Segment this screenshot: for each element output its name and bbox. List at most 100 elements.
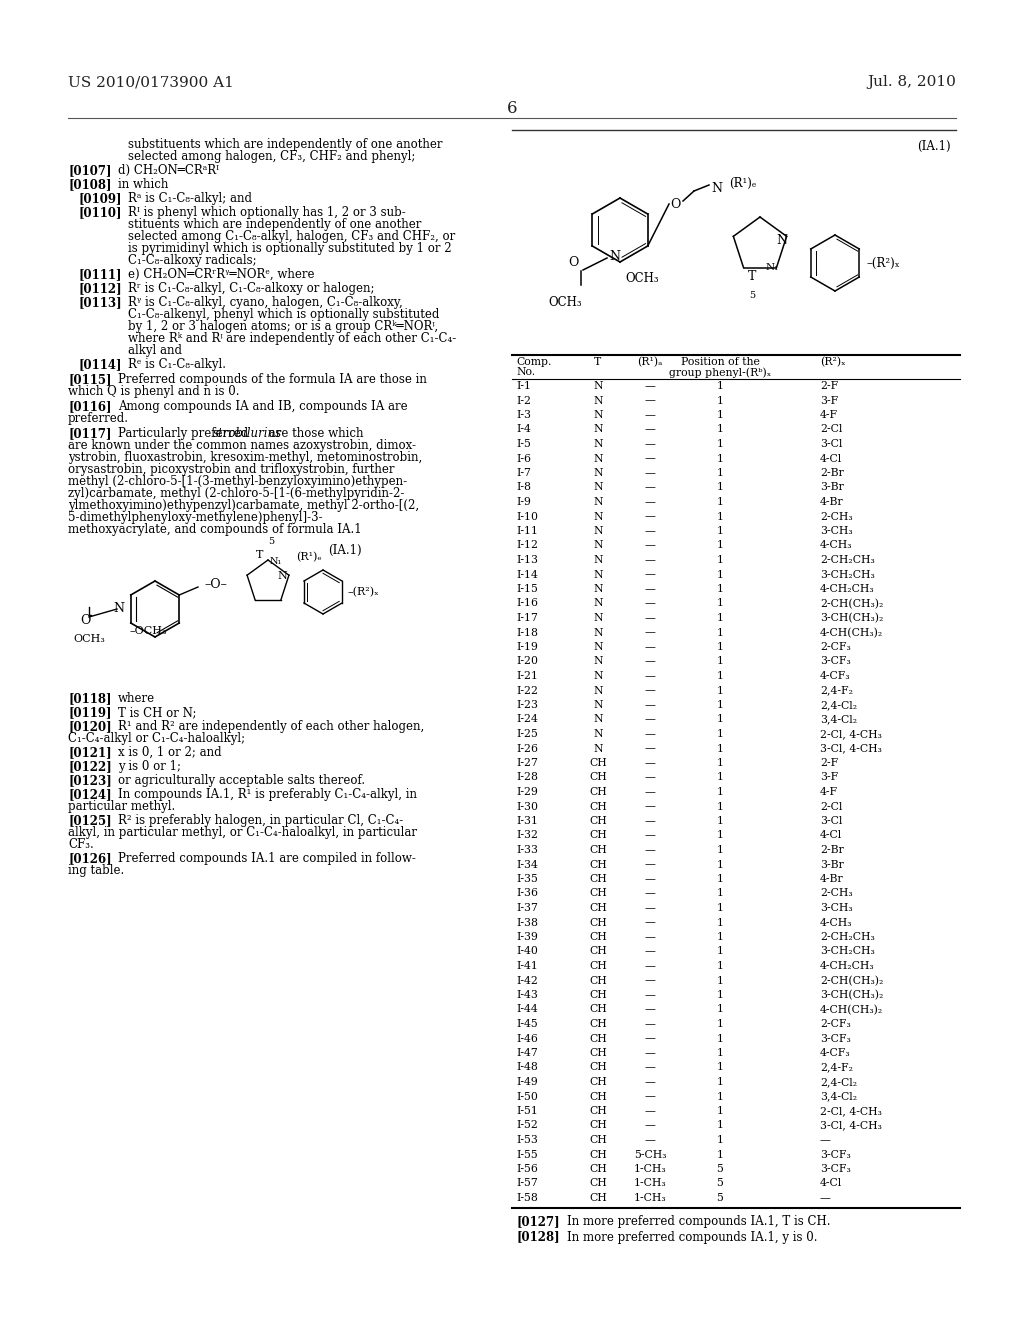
Text: I-52: I-52 bbox=[516, 1121, 538, 1130]
Text: 3-CH₂CH₃: 3-CH₂CH₃ bbox=[820, 569, 874, 579]
Text: [0110]: [0110] bbox=[78, 206, 122, 219]
Text: 2-CH(CH₃)₂: 2-CH(CH₃)₂ bbox=[820, 975, 884, 986]
Text: 2,4-F₂: 2,4-F₂ bbox=[820, 685, 853, 696]
Text: 3-F: 3-F bbox=[820, 396, 839, 405]
Text: —: — bbox=[644, 411, 655, 420]
Text: —: — bbox=[644, 656, 655, 667]
Text: 4-CH(CH₃)₂: 4-CH(CH₃)₂ bbox=[820, 1005, 884, 1015]
Text: CH: CH bbox=[589, 1106, 607, 1115]
Text: N: N bbox=[712, 182, 723, 195]
Text: 2-F: 2-F bbox=[820, 758, 839, 768]
Text: 3-CH(CH₃)₂: 3-CH(CH₃)₂ bbox=[820, 612, 884, 623]
Text: N: N bbox=[593, 743, 603, 754]
Text: (R¹)ₑ: (R¹)ₑ bbox=[296, 552, 322, 562]
Text: In more preferred compounds IA.1, T is CH.: In more preferred compounds IA.1, T is C… bbox=[567, 1216, 830, 1229]
Text: —: — bbox=[644, 917, 655, 928]
Text: —: — bbox=[644, 642, 655, 652]
Text: 3-CH₃: 3-CH₃ bbox=[820, 525, 853, 536]
Text: 2-Cl, 4-CH₃: 2-Cl, 4-CH₃ bbox=[820, 729, 882, 739]
Text: I-34: I-34 bbox=[516, 859, 538, 870]
Text: CH: CH bbox=[589, 859, 607, 870]
Text: orysastrobin, picoxystrobin and trifloxystrobin, further: orysastrobin, picoxystrobin and trifloxy… bbox=[68, 463, 394, 477]
Text: 1: 1 bbox=[717, 714, 724, 725]
Text: ylmethoxyimino)ethypenzyl)carbamate, methyl 2-ortho-[(2,: ylmethoxyimino)ethypenzyl)carbamate, met… bbox=[68, 499, 419, 512]
Text: I-33: I-33 bbox=[516, 845, 538, 855]
Text: R² is preferably halogen, in particular Cl, C₁-C₄-: R² is preferably halogen, in particular … bbox=[118, 814, 403, 828]
Text: (R²)ₓ: (R²)ₓ bbox=[820, 356, 846, 367]
Text: [0112]: [0112] bbox=[78, 282, 122, 294]
Text: I-41: I-41 bbox=[516, 961, 538, 972]
Text: 1: 1 bbox=[717, 381, 724, 391]
Text: –OCH₃: –OCH₃ bbox=[130, 626, 168, 636]
Text: T is CH or N;: T is CH or N; bbox=[118, 706, 197, 719]
Text: I-3: I-3 bbox=[516, 411, 531, 420]
Text: (IA.1): (IA.1) bbox=[328, 544, 361, 557]
Text: —: — bbox=[644, 787, 655, 797]
Text: CH: CH bbox=[589, 917, 607, 928]
Text: I-24: I-24 bbox=[516, 714, 538, 725]
Text: T: T bbox=[748, 271, 756, 284]
Text: OCH₃: OCH₃ bbox=[73, 634, 104, 644]
Text: (R¹)ₐ: (R¹)ₐ bbox=[637, 356, 663, 367]
Text: I-47: I-47 bbox=[516, 1048, 538, 1059]
Text: 2,4-Cl₂: 2,4-Cl₂ bbox=[820, 1077, 857, 1086]
Text: N: N bbox=[593, 454, 603, 463]
Text: —: — bbox=[644, 816, 655, 826]
Text: —: — bbox=[644, 1019, 655, 1030]
Text: —: — bbox=[644, 888, 655, 899]
Text: [0125]: [0125] bbox=[68, 814, 112, 828]
Text: 1-CH₃: 1-CH₃ bbox=[634, 1179, 667, 1188]
Text: or agriculturally acceptable salts thereof.: or agriculturally acceptable salts there… bbox=[118, 774, 366, 787]
Text: [0118]: [0118] bbox=[68, 692, 112, 705]
Text: CH: CH bbox=[589, 787, 607, 797]
Text: 1: 1 bbox=[717, 642, 724, 652]
Text: preferred.: preferred. bbox=[68, 412, 129, 425]
Text: I-50: I-50 bbox=[516, 1092, 538, 1101]
Text: 4-Cl: 4-Cl bbox=[820, 1179, 843, 1188]
Text: I-15: I-15 bbox=[516, 583, 538, 594]
Text: 1: 1 bbox=[717, 859, 724, 870]
Text: 1: 1 bbox=[717, 946, 724, 957]
Text: 1: 1 bbox=[717, 1034, 724, 1044]
Text: I-51: I-51 bbox=[516, 1106, 538, 1115]
Text: N: N bbox=[593, 381, 603, 391]
Text: is pyrimidinyl which is optionally substituted by 1 or 2: is pyrimidinyl which is optionally subst… bbox=[128, 242, 452, 255]
Text: CH: CH bbox=[589, 758, 607, 768]
Text: N: N bbox=[593, 425, 603, 434]
Text: 4-CF₃: 4-CF₃ bbox=[820, 671, 851, 681]
Text: 3-Cl, 4-CH₃: 3-Cl, 4-CH₃ bbox=[820, 1121, 882, 1130]
Text: —: — bbox=[644, 743, 655, 754]
Text: 1: 1 bbox=[717, 396, 724, 405]
Text: 3-F: 3-F bbox=[820, 772, 839, 783]
Text: 1: 1 bbox=[717, 1092, 724, 1101]
Text: 1: 1 bbox=[717, 671, 724, 681]
Text: 4-CH₃: 4-CH₃ bbox=[820, 917, 853, 928]
Text: 2-CH₃: 2-CH₃ bbox=[820, 511, 853, 521]
Text: [0122]: [0122] bbox=[68, 760, 112, 774]
Text: (IA.1): (IA.1) bbox=[918, 140, 951, 153]
Text: I-17: I-17 bbox=[516, 612, 538, 623]
Text: 1: 1 bbox=[717, 554, 724, 565]
Text: 1: 1 bbox=[717, 743, 724, 754]
Text: I-44: I-44 bbox=[516, 1005, 538, 1015]
Text: 3-Br: 3-Br bbox=[820, 483, 844, 492]
Text: N: N bbox=[593, 525, 603, 536]
Text: I-49: I-49 bbox=[516, 1077, 538, 1086]
Text: CH: CH bbox=[589, 990, 607, 1001]
Text: —: — bbox=[644, 1135, 655, 1144]
Text: 3-CH(CH₃)₂: 3-CH(CH₃)₂ bbox=[820, 990, 884, 1001]
Text: I-36: I-36 bbox=[516, 888, 538, 899]
Text: —: — bbox=[644, 469, 655, 478]
Text: 2-CF₃: 2-CF₃ bbox=[820, 642, 851, 652]
Text: 1: 1 bbox=[717, 612, 724, 623]
Text: —: — bbox=[644, 859, 655, 870]
Text: Comp.: Comp. bbox=[516, 356, 551, 367]
Text: Particularly preferred: Particularly preferred bbox=[118, 426, 252, 440]
Text: I-35: I-35 bbox=[516, 874, 538, 884]
Text: 1: 1 bbox=[717, 932, 724, 942]
Text: N: N bbox=[593, 498, 603, 507]
Text: I-48: I-48 bbox=[516, 1063, 538, 1072]
Text: CH: CH bbox=[589, 1121, 607, 1130]
Text: 1: 1 bbox=[717, 888, 724, 899]
Text: N: N bbox=[593, 540, 603, 550]
